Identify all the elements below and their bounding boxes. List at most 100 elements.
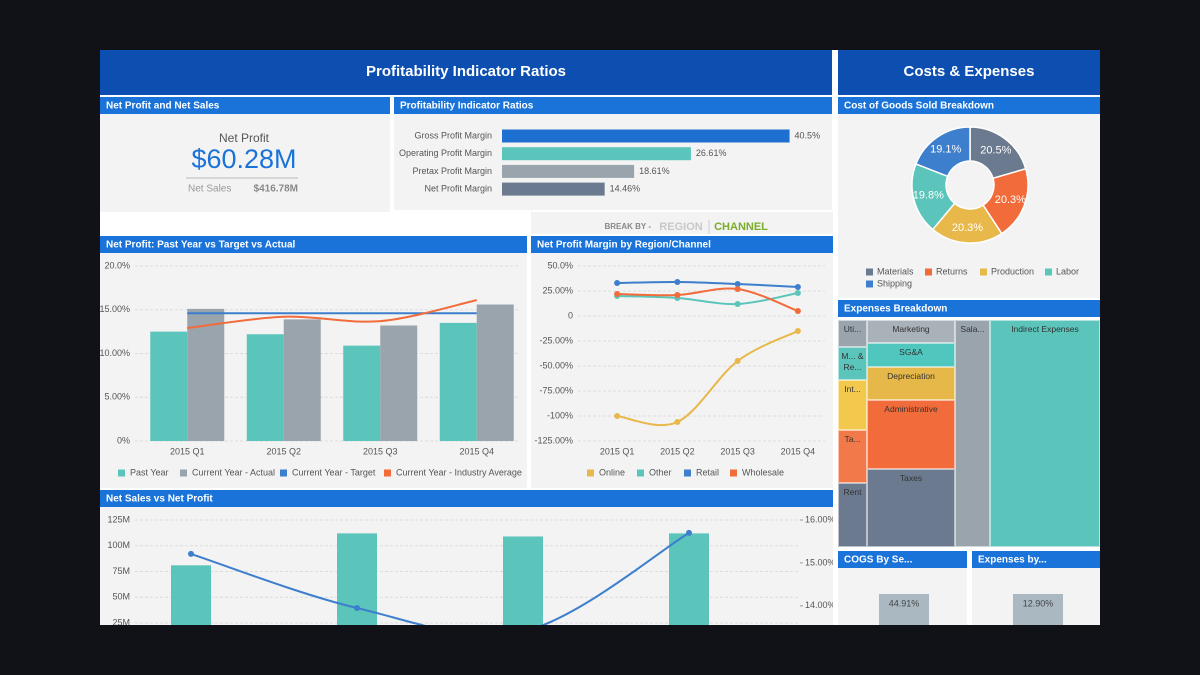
treemap-label: Sala... [960, 324, 985, 334]
point [354, 604, 360, 611]
legend-swatch [118, 469, 125, 477]
treemap-cell: SG&A [867, 342, 955, 367]
legend-label: Current Year - Actual [192, 467, 275, 477]
point [674, 292, 681, 298]
legend-swatch [637, 469, 644, 477]
value-label: 40.5% [795, 130, 821, 140]
y-tick-label: 10.00% [99, 348, 130, 358]
legend-swatch [180, 469, 187, 477]
x-tick-label: 2015 Q1 [170, 446, 205, 456]
y-tick-label: 0 [568, 310, 573, 320]
legend-label: Retail [696, 467, 719, 477]
treemap-label: Uti... [843, 324, 862, 334]
legend-swatch [980, 268, 987, 276]
treemap-label: Int... [844, 383, 861, 394]
line [190, 532, 690, 625]
bar [171, 565, 211, 625]
legend-label: Production [991, 266, 1034, 276]
bar [187, 308, 225, 441]
treemap-label: Rent [843, 486, 862, 497]
donut-slice [914, 126, 971, 178]
bar [879, 594, 929, 625]
treemap-label: Ta... [844, 433, 861, 444]
treemap: Uti... M... & Re... Int... Ta... Rent Marketi… [838, 320, 1100, 547]
y-tick-label: 25.00% [542, 285, 573, 295]
break-by-option[interactable]: REGION [659, 221, 702, 233]
bar [439, 322, 477, 441]
x-tick-label: 2015 Q1 [600, 446, 635, 456]
panel-title: Cost of Goods Sold Breakdown [844, 101, 994, 112]
kpi-sub-value: $416.78M [254, 184, 298, 195]
panel-title: Expenses Breakdown [844, 304, 947, 315]
value-label: 12.90% [1023, 598, 1054, 608]
value-label: 18.61% [639, 166, 670, 176]
y-tick-label: 50M [112, 592, 130, 602]
treemap-cell: Uti... [838, 320, 868, 347]
panel-header [838, 97, 1100, 114]
panel-header [838, 300, 1100, 317]
treemap-label: Indirect Expenses [1011, 324, 1079, 334]
panel-title: Expenses by... [978, 555, 1047, 566]
y-tick-label: -125.00% [534, 435, 573, 445]
point [520, 629, 526, 635]
panel-title: Net Sales vs Net Profit [106, 494, 213, 505]
bar [502, 164, 635, 178]
legend-label: Labor [1056, 266, 1079, 276]
y-tick-label: 75M [112, 566, 130, 576]
bar [502, 129, 790, 143]
bar [246, 334, 284, 441]
bar [669, 533, 709, 625]
legend-swatch [925, 268, 932, 276]
slice-label: 20.3% [995, 194, 1026, 206]
bar [150, 331, 188, 441]
legend-label: Returns [936, 266, 968, 276]
treemap-cell: Sala... [954, 320, 990, 547]
net-sales-plot: 25M 50M 75M 100M 125M 14.00% 15.00% 16.00% [107, 514, 836, 635]
x-tick-label: 2015 Q3 [363, 446, 398, 456]
point [188, 550, 194, 557]
legend-label: Wholesale [742, 467, 784, 477]
legend-label: Materials [877, 266, 914, 276]
y-tick-label: -75.00% [539, 385, 573, 395]
dashboard-title: Costs & Expenses [904, 63, 1035, 80]
panel-title: Net Profit Margin by Region/Channel [537, 240, 711, 251]
y-tick-label: 0% [117, 435, 130, 445]
panel-header [100, 97, 390, 114]
point [614, 280, 621, 286]
panel-header [531, 236, 833, 253]
break-by-option[interactable]: CHANNEL [714, 221, 768, 233]
treemap-label: SG&A [899, 346, 923, 357]
treemap-cell: M... & Re... [838, 346, 868, 380]
legend-swatch [866, 280, 873, 288]
bar [283, 319, 321, 441]
line [617, 280, 798, 288]
y2-tick-label: 15.00% [805, 557, 836, 567]
legend-label: Shipping [877, 278, 912, 288]
bar [380, 325, 418, 441]
value-label: 44.91% [889, 598, 920, 608]
title-bar [100, 50, 832, 95]
y-tick-label: 25M [112, 617, 130, 627]
legend-swatch [684, 469, 691, 477]
x-tick-label: 2015 Q4 [459, 446, 494, 456]
kpi-value: $60.28M [191, 144, 296, 174]
bar-label: Pretax Profit Margin [412, 166, 492, 176]
legend-label: Current Year - Target [292, 467, 376, 477]
y-tick-label: 50.0% [547, 260, 573, 270]
point [734, 281, 741, 287]
x-tick-label: 2015 Q2 [266, 446, 301, 456]
legend-swatch [384, 469, 391, 477]
y-tick-label: 15.00% [99, 304, 130, 314]
point [794, 328, 801, 334]
x-tick-label: 2015 Q3 [720, 446, 755, 456]
treemap-cell: Taxes [867, 468, 955, 547]
line [616, 330, 799, 427]
y-tick-label: 125M [107, 514, 130, 524]
point [614, 413, 621, 419]
treemap-label: Marketing [892, 324, 930, 334]
y-tick-label: -25.00% [539, 335, 573, 345]
line [187, 299, 477, 330]
title-bar [838, 50, 1100, 95]
x-tick-label: 2015 Q2 [660, 446, 695, 456]
